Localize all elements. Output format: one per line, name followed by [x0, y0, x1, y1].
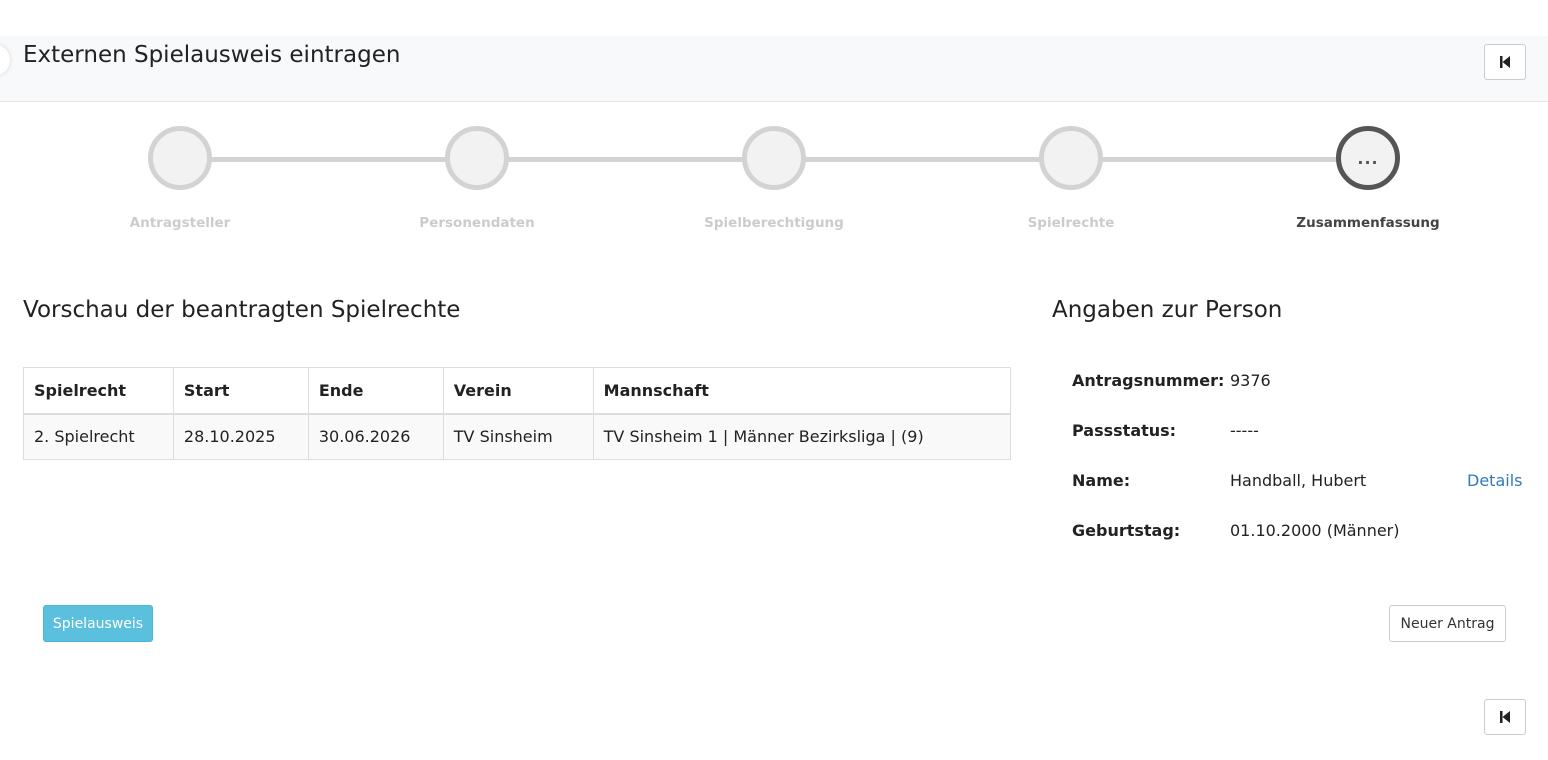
column-header: Start — [172, 367, 309, 415]
table-row: 2. Spielrecht 28.10.2025 30.06.2026 TV Sins… — [23, 413, 1012, 460]
field-value: ----- — [1230, 421, 1259, 440]
table-cell: 30.06.2026 — [307, 413, 444, 460]
table-cell: TV Sinsheim 1 | Männer Bezirksliga | (9) — [592, 413, 1012, 460]
field-label: Antragsnummer: — [1072, 371, 1225, 390]
sidebar-toggle-button[interactable] — [0, 44, 10, 76]
preview-heading: Vorschau der beantragten Spielrechte — [23, 297, 461, 323]
table-cell: 28.10.2025 — [172, 413, 309, 460]
field-value: Handball, Hubert — [1230, 471, 1367, 490]
spielausweis-button[interactable]: Spielausweis — [43, 605, 153, 642]
step-label: Antragsteller — [129, 215, 231, 231]
skip-back-icon — [1500, 711, 1510, 723]
neuer-antrag-button[interactable]: Neuer Antrag — [1389, 605, 1506, 642]
step-circle-4 — [1039, 126, 1103, 190]
field-label: Geburtstag: — [1072, 521, 1181, 540]
table-cell: TV Sinsheim — [442, 413, 594, 460]
collapse-button-bottom[interactable] — [1484, 699, 1526, 735]
step-circle-5: ... — [1336, 126, 1400, 190]
field-value: 01.10.2000 (Männer) — [1230, 521, 1400, 540]
field-label: Passstatus: — [1072, 421, 1177, 440]
step-label: Personendaten — [419, 215, 535, 231]
column-header: Mannschaft — [592, 367, 1012, 415]
step-label: Zusammenfassung — [1296, 215, 1440, 231]
skip-back-icon — [1500, 56, 1510, 68]
spielrechte-table: Spielrecht Start Ende Verein Mannschaft 2. S… — [23, 367, 1012, 460]
column-header: Verein — [442, 367, 594, 415]
person-heading: Angaben zur Person — [1052, 297, 1283, 323]
collapse-button[interactable] — [1484, 44, 1526, 80]
table-cell: 2. Spielrecht — [23, 413, 174, 460]
field-label: Name: — [1072, 471, 1131, 490]
step-label: Spielberechtigung — [704, 215, 844, 231]
column-header: Ende — [307, 367, 444, 415]
details-link[interactable]: Details — [1467, 471, 1523, 490]
page-header — [0, 36, 1548, 102]
column-header: Spielrecht — [23, 367, 174, 415]
step-circle-2 — [445, 126, 509, 190]
step-label: Spielrechte — [1027, 215, 1115, 231]
step-circle-1 — [148, 126, 212, 190]
step-circle-3 — [742, 126, 806, 190]
field-value: 9376 — [1230, 371, 1271, 390]
page-title: Externen Spielausweis eintragen — [23, 42, 401, 68]
